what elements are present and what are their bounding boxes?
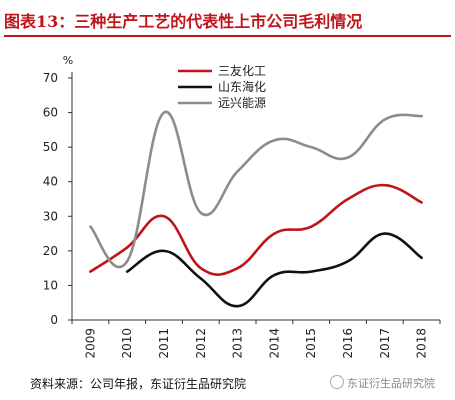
x-tick-label: 2013 [231, 328, 245, 359]
y-tick-label: 30 [43, 209, 58, 223]
title-divider [4, 35, 451, 37]
wechat-icon [330, 375, 344, 389]
y-tick-label: 10 [43, 278, 58, 292]
y-tick-label: 70 [43, 71, 58, 85]
y-tick-label: 0 [50, 313, 58, 327]
x-tick-label: 2011 [157, 328, 171, 359]
source-note: 资料来源：公司年报，东证衍生品研究院 [30, 377, 247, 391]
chart-title: 图表13：三种生产工艺的代表性上市公司毛利情况 [4, 12, 363, 31]
x-tick-label: 2016 [341, 328, 355, 359]
chart-series [89, 110, 423, 308]
series-line-1 [89, 183, 423, 276]
legend-label-2: 山东海化 [218, 79, 266, 94]
y-tick-label: 40 [43, 175, 58, 189]
watermark-text: 东证衍生品研究院 [347, 377, 435, 390]
x-tick-label: 2015 [304, 328, 318, 359]
series-line-2 [125, 232, 423, 308]
watermark: 东证衍生品研究院 [330, 375, 435, 391]
x-tick-label: 2010 [120, 328, 134, 359]
legend-label-3: 远兴能源 [218, 96, 266, 110]
y-tick-label: 20 [43, 244, 58, 258]
series-line-3 [89, 110, 423, 269]
y-tick-label: 50 [43, 140, 58, 154]
x-tick-label: 2014 [267, 328, 281, 359]
x-tick-label: 2018 [415, 328, 429, 359]
y-tick-label: 60 [43, 106, 58, 120]
y-unit-label: % [63, 54, 73, 67]
chart-axes: % 0 10 20 30 40 50 60 70 2009 2010 2011 2012 2013 2014… [43, 54, 441, 359]
x-tick-label: 2012 [194, 328, 208, 359]
legend-label-1: 三友化工 [218, 64, 266, 78]
x-tick-label: 2017 [378, 328, 392, 359]
x-tick-label: 2009 [83, 328, 97, 359]
